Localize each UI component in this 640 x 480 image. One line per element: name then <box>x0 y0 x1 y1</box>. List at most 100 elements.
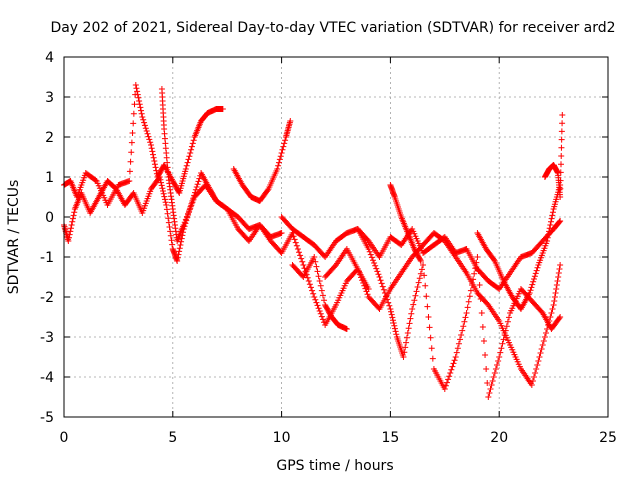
data-point <box>354 266 361 272</box>
data-point <box>364 291 371 298</box>
data-point <box>360 280 367 286</box>
x-tick-label: 0 <box>60 430 69 446</box>
data-point <box>367 251 374 258</box>
data-point <box>476 282 483 288</box>
data-point <box>148 142 155 148</box>
data-point <box>378 280 385 287</box>
data-point <box>384 296 391 303</box>
data-point <box>482 352 489 358</box>
data-point <box>316 308 323 314</box>
data-point <box>151 161 158 168</box>
data-point <box>67 225 74 232</box>
data-points <box>61 82 566 400</box>
data-point <box>545 231 552 238</box>
data-point <box>557 314 564 320</box>
data-point <box>417 270 424 277</box>
data-point <box>549 212 556 219</box>
data-point <box>495 358 502 364</box>
data-point <box>151 158 158 164</box>
data-point <box>177 242 184 248</box>
data-point <box>66 231 73 238</box>
data-point <box>317 310 324 317</box>
series-track-a <box>61 82 226 208</box>
data-point <box>371 260 378 266</box>
data-point <box>442 382 449 389</box>
data-point <box>317 282 324 289</box>
data-point <box>315 273 322 280</box>
data-point <box>532 370 539 376</box>
data-point <box>532 270 539 277</box>
data-point <box>299 258 306 265</box>
data-point <box>318 287 325 294</box>
data-point <box>304 274 311 281</box>
data-point <box>409 306 416 312</box>
data-point <box>185 210 192 217</box>
data-point <box>546 225 553 232</box>
data-point <box>462 314 469 321</box>
data-point <box>410 301 417 308</box>
data-point <box>195 178 202 185</box>
data-point <box>287 118 294 124</box>
data-point <box>544 234 551 241</box>
data-point <box>141 119 148 126</box>
data-point <box>417 256 424 263</box>
data-point <box>405 325 412 332</box>
data-point <box>457 336 464 343</box>
data-point <box>557 177 564 184</box>
data-point <box>180 222 187 228</box>
data-point <box>162 199 169 206</box>
data-point <box>530 278 537 285</box>
data-point <box>470 276 477 283</box>
data-point <box>446 373 453 380</box>
data-point <box>485 394 492 400</box>
data-point <box>403 334 410 341</box>
data-point <box>416 275 423 282</box>
data-point <box>465 298 472 305</box>
data-point <box>428 345 435 352</box>
data-point <box>553 286 560 292</box>
data-point <box>194 181 201 188</box>
data-point <box>182 166 189 172</box>
data-point <box>68 222 75 228</box>
data-point <box>488 382 495 388</box>
data-point <box>534 264 541 271</box>
y-axis-label: SDTVAR / TECUs <box>6 180 22 295</box>
data-point <box>503 323 510 330</box>
data-point <box>366 248 373 255</box>
data-point <box>464 304 471 311</box>
data-point <box>553 282 560 288</box>
data-point <box>490 256 497 263</box>
data-point <box>483 366 490 372</box>
data-point <box>184 159 191 166</box>
data-point <box>538 346 545 352</box>
data-point <box>138 110 145 117</box>
data-point <box>365 246 372 252</box>
series-track-d <box>230 118 294 204</box>
series-track-i <box>387 182 424 264</box>
data-point <box>412 292 419 299</box>
data-point <box>138 107 145 114</box>
data-point <box>536 354 543 360</box>
data-point <box>528 284 535 291</box>
data-point <box>293 242 300 249</box>
data-point <box>417 258 424 264</box>
data-point <box>413 288 420 295</box>
data-point <box>133 85 140 92</box>
data-point <box>277 153 284 160</box>
data-point <box>321 297 328 304</box>
data-point <box>500 336 507 343</box>
data-point <box>294 246 301 252</box>
y-tick-label: -5 <box>40 410 54 426</box>
data-point <box>278 150 285 156</box>
data-point <box>539 342 546 348</box>
data-point <box>312 258 319 265</box>
x-tick-label: 25 <box>599 430 617 446</box>
data-point <box>527 287 534 294</box>
data-point <box>189 140 196 147</box>
data-point <box>380 286 387 293</box>
data-point <box>418 266 425 273</box>
chart-title: Day 202 of 2021, Sidereal Day-to-day VTE… <box>50 20 615 36</box>
data-point <box>502 327 509 334</box>
data-point <box>190 137 197 144</box>
